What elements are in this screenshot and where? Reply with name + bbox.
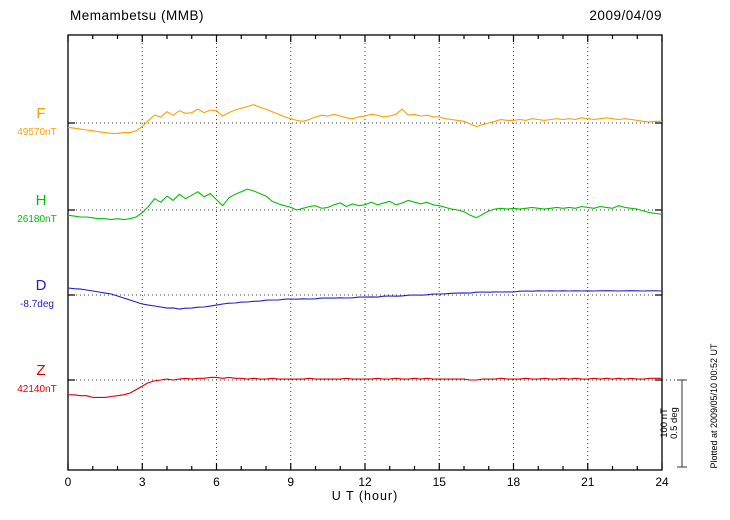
trace-F — [67, 104, 662, 134]
trace-H — [67, 188, 663, 221]
x-tick-label-21: 21 — [581, 475, 595, 489]
x-tick-label-9: 9 — [287, 475, 294, 489]
series-baseline-H: 26180nT — [17, 214, 57, 225]
series-name-D: D — [35, 277, 47, 294]
tick-layer — [67, 35, 663, 470]
x-tick-label-15: 15 — [433, 475, 447, 489]
page-title: Memambetsu (MMB) — [70, 8, 205, 23]
x-tick-label-6: 6 — [213, 475, 220, 489]
scalebar-label-nt: 100 nT — [659, 408, 670, 438]
trace-Z — [68, 376, 662, 398]
trace-layer — [67, 104, 663, 398]
series-baseline-Z: 42140nT — [17, 384, 57, 395]
x-tick-label-18: 18 — [507, 475, 521, 489]
x-tick-label-24: 24 — [655, 475, 669, 489]
x-tick-label-0: 0 — [65, 475, 72, 489]
series-baseline-F: 49570nT — [17, 127, 57, 138]
series-name-F: F — [36, 105, 46, 122]
x-tick-label-3: 3 — [139, 475, 146, 489]
x-axis-label: U T (hour) — [331, 489, 399, 503]
grid-layer — [141, 35, 589, 470]
plot-frame — [67, 34, 663, 471]
x-tick-label-12: 12 — [358, 475, 372, 489]
x-tick-labels: 0 3 6 9 12 15 18 21 24 — [65, 475, 669, 489]
scalebar-label-deg: 0.5 deg — [669, 407, 680, 439]
date-label: 2009/04/09 — [589, 8, 662, 23]
trace-D — [67, 287, 663, 310]
plotted-at-note: Plotted at 2009/05/10 00:52 UT — [709, 343, 719, 469]
series-name-H: H — [35, 192, 47, 209]
series-name-Z: Z — [36, 362, 46, 379]
baseline-layer — [68, 122, 662, 381]
series-baseline-D: -8.7deg — [20, 299, 54, 310]
